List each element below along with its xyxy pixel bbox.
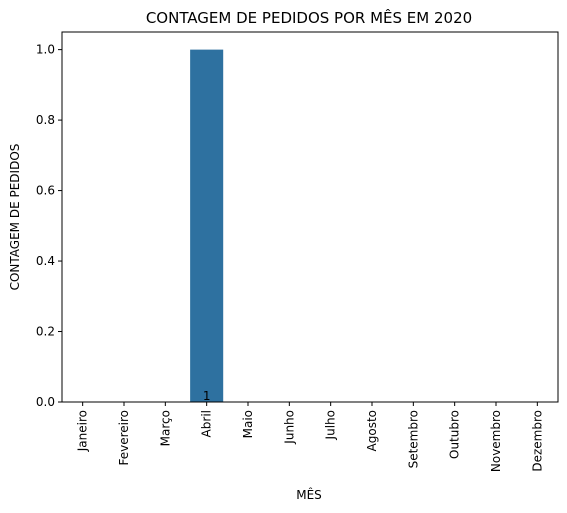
y-ticks-group: 0.0 0.2 0.4 0.6 0.8 1.0 [36, 43, 62, 409]
x-tick-label: Fevereiro [117, 410, 131, 466]
chart-title: CONTAGEM DE PEDIDOS POR MÊS EM 2020 [146, 8, 472, 27]
y-tick-label: 1.0 [36, 43, 55, 57]
y-tick-label: 0.2 [36, 325, 55, 339]
x-tick-label: Julho [324, 410, 338, 440]
bars-group [190, 49, 224, 402]
y-tick-label: 0.4 [36, 254, 55, 268]
x-ticks-group: Janeiro Fevereiro Março Abril Maio Junho Julho… [76, 402, 544, 472]
bar-abril [190, 49, 224, 402]
y-tick-label: 0.6 [36, 184, 55, 198]
x-tick-label: Dezembro [530, 410, 544, 472]
x-tick-label: Novembro [489, 410, 503, 472]
x-tick-label: Junho [282, 410, 296, 445]
x-tick-label: Março [158, 410, 172, 446]
plot-frame [61, 31, 559, 403]
y-tick-label: 0.0 [36, 395, 55, 409]
x-tick-label: Abril [200, 410, 214, 437]
x-tick-label: Outubro [448, 410, 462, 459]
x-tick-label: Agosto [365, 410, 379, 451]
y-tick-label: 0.8 [36, 113, 55, 127]
data-labels-group: 1 [203, 389, 211, 403]
x-tick-label: Setembro [406, 410, 420, 468]
x-axis-label: MÊS [296, 487, 322, 502]
data-label: 1 [203, 389, 211, 403]
x-tick-label: Janeiro [76, 410, 90, 452]
x-tick-label: Maio [241, 410, 255, 438]
y-axis-label: CONTAGEM DE PEDIDOS [8, 144, 22, 291]
